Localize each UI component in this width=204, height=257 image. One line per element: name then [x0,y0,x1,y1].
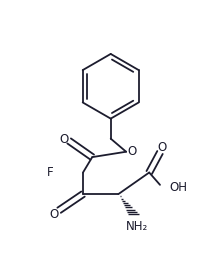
Text: NH₂: NH₂ [126,220,148,233]
Text: F: F [47,166,54,179]
Text: O: O [127,145,136,158]
Text: O: O [59,133,68,146]
Text: O: O [157,141,166,154]
Text: O: O [50,208,59,221]
Text: OH: OH [169,181,187,194]
